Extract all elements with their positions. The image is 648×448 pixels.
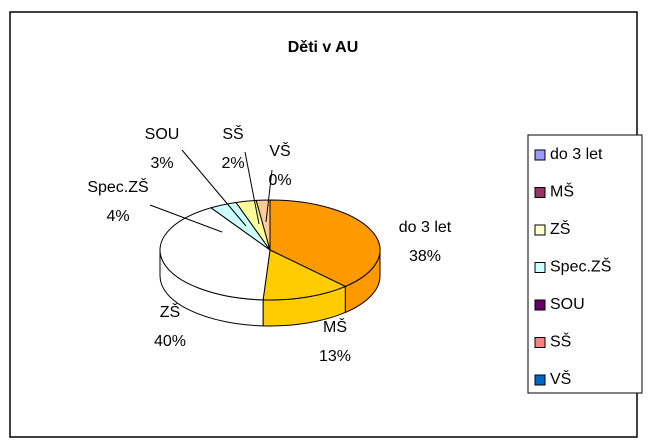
data-label-value: 0% bbox=[268, 172, 291, 189]
data-label-value: 3% bbox=[150, 155, 173, 172]
legend-label: ZŠ bbox=[550, 219, 570, 238]
data-label-value: 13% bbox=[319, 348, 351, 365]
legend-swatch bbox=[534, 337, 546, 348]
legend-label: MŠ bbox=[550, 182, 574, 201]
leader-line bbox=[149, 204, 223, 233]
data-label-category: do 3 let bbox=[399, 219, 452, 236]
legend-swatch bbox=[534, 149, 546, 161]
data-label-category: SŠ bbox=[222, 124, 243, 143]
legend-box bbox=[527, 134, 643, 394]
legend-label: SŠ bbox=[550, 332, 571, 351]
legend-label: SOU bbox=[550, 296, 585, 313]
data-label-value: 4% bbox=[106, 208, 129, 225]
legend-swatch bbox=[534, 224, 546, 236]
legend-label: do 3 let bbox=[550, 146, 603, 163]
slice bbox=[269, 199, 381, 287]
data-label-value: 38% bbox=[409, 248, 441, 265]
leader-line bbox=[265, 169, 273, 223]
data-label-category: VŠ bbox=[269, 141, 290, 160]
legend-swatch bbox=[534, 187, 546, 198]
data-label-value: 2% bbox=[221, 155, 244, 172]
legend-label: VŠ bbox=[550, 369, 571, 388]
data-label-category: MŠ bbox=[323, 317, 347, 336]
data-label-category: Spec.ZŠ bbox=[87, 177, 148, 196]
legend-label: Spec.ZŠ bbox=[550, 257, 611, 276]
slice bbox=[262, 249, 347, 301]
leader-line bbox=[244, 151, 260, 225]
data-label-category: ZŠ bbox=[160, 302, 180, 321]
legend-swatch bbox=[534, 262, 546, 273]
legend-swatch bbox=[534, 299, 546, 311]
leader-line bbox=[181, 149, 247, 227]
legend-swatch bbox=[534, 374, 546, 386]
chart-title: Děti v AU bbox=[288, 39, 359, 56]
data-label-category: SOU bbox=[145, 126, 180, 143]
data-label-value: 40% bbox=[154, 333, 186, 350]
